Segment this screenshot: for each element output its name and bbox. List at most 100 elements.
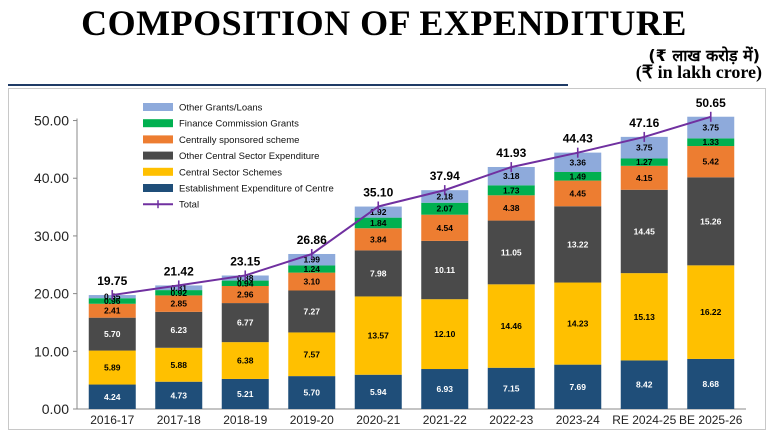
bar-segment-finance-commission-grants (620, 158, 668, 166)
bar-segment-other-grants-loans (687, 116, 735, 139)
bar-segment-finance-commission-grants (221, 280, 269, 286)
segment-label: 1.84 (370, 218, 387, 228)
bar-segment-finance-commission-grants (88, 298, 136, 304)
bar-segment-other-central-sector-expenditure (354, 250, 402, 297)
bar-segment-other-central-sector-expenditure (288, 290, 336, 333)
legend-label: Other Central Sector Expenditure (179, 151, 319, 162)
legend-label: Finance Commission Grants (179, 119, 299, 130)
segment-label: 2.41 (104, 306, 121, 316)
segment-label: 7.15 (503, 383, 520, 393)
segment-label: 3.84 (370, 234, 387, 244)
legend-swatch (143, 103, 173, 111)
segment-label: 15.26 (700, 216, 722, 226)
segment-label: 1.99 (303, 255, 320, 265)
segment-label: 2.96 (237, 290, 254, 300)
bar-segment-finance-commission-grants (421, 202, 469, 215)
bar-segment-establishment-expenditure-of-centre (554, 364, 602, 409)
bar-segment-finance-commission-grants (687, 138, 735, 147)
legend-swatch (143, 135, 173, 144)
x-tick-label: BE 2025-26 (679, 413, 743, 427)
segment-label: 1.27 (636, 157, 653, 167)
bar-segment-central-sector-schemes (354, 296, 402, 375)
segment-label: 11.05 (501, 247, 522, 257)
total-value-label: 26.86 (297, 233, 327, 247)
chart-legend: Other Grants/Loans Finance Commission Gra… (143, 103, 334, 211)
total-value-label: 21.42 (164, 264, 194, 278)
x-tick-label: 2023-24 (556, 413, 600, 427)
segment-label: 14.23 (567, 319, 589, 329)
segment-label: 13.22 (567, 239, 589, 249)
bar-segment-centrally-sponsored-scheme (288, 272, 336, 291)
bar-segment-other-central-sector-expenditure (554, 206, 602, 283)
segment-label: 5.94 (370, 387, 387, 397)
unit-note-hindi: (₹ लाख करोड़ में) (648, 46, 760, 65)
segment-label: 6.23 (170, 325, 187, 335)
total-value-label: 19.75 (97, 274, 127, 288)
total-line-group: 19.75 21.42 23.15 26.86 35.10 37.94 41.93 44.43… (97, 96, 726, 301)
y-tick-label: 0.00 (42, 401, 69, 417)
legend-label: Other Grants/Loans (179, 103, 263, 114)
x-tick-label: 2017-18 (157, 413, 201, 427)
y-tick-label: 50.00 (34, 113, 69, 129)
bar-segment-centrally-sponsored-scheme (354, 228, 402, 251)
segment-label: 2.18 (436, 191, 453, 201)
segment-label: 8.42 (636, 380, 653, 390)
bar-segment-centrally-sponsored-scheme (554, 180, 602, 207)
bar-segment-other-central-sector-expenditure (155, 311, 203, 348)
x-tick-label: RE 2024-25 (612, 413, 676, 427)
stacked-bar-chart: 0.00 10.00 20.00 30.00 40.00 50.00 2016-17 2017… (34, 96, 746, 427)
segment-labels: 4.245.895.702.410.960.554.735.886.232.85… (104, 123, 722, 402)
segment-label: 7.27 (303, 306, 320, 316)
bar-segment-other-central-sector-expenditure (88, 317, 136, 351)
bar-segment-central-sector-schemes (554, 282, 602, 365)
segment-label: 14.46 (501, 321, 523, 331)
bar-segment-finance-commission-grants (554, 172, 602, 181)
bar-segment-establishment-expenditure-of-centre (687, 358, 735, 409)
segment-label: 2.07 (436, 204, 453, 214)
bar-segment-other-grants-loans (354, 206, 402, 218)
bar-segment-other-central-sector-expenditure (421, 240, 469, 300)
bar-segment-establishment-expenditure-of-centre (620, 360, 668, 409)
total-line (112, 115, 712, 297)
segment-label: 3.10 (303, 277, 320, 287)
legend-item-other-central-sector-expenditure: Other Central Sector Expenditure (143, 151, 319, 162)
segment-label: 4.15 (636, 173, 653, 183)
legend-label: Centrally sponsored scheme (179, 135, 299, 146)
segment-label: 10.11 (434, 265, 455, 275)
bar-segment-central-sector-schemes (155, 347, 203, 382)
bar-segment-centrally-sponsored-scheme (221, 286, 269, 304)
bar-segment-centrally-sponsored-scheme (421, 214, 469, 241)
bar-segment-establishment-expenditure-of-centre (354, 374, 402, 409)
segment-label: 4.38 (503, 203, 520, 213)
segment-label: 6.77 (237, 318, 254, 328)
bar-segment-central-sector-schemes (421, 299, 469, 370)
segment-label: 16.22 (700, 307, 722, 317)
legend-swatch (143, 151, 173, 160)
legend-swatch (143, 184, 173, 192)
legend-item-finance-commission-grants: Finance Commission Grants (143, 119, 299, 130)
bar-segment-establishment-expenditure-of-centre (221, 378, 269, 409)
total-value-label: 37.94 (430, 169, 460, 183)
segment-label: 7.57 (303, 349, 320, 359)
segment-label: 13.57 (368, 331, 390, 341)
x-tick-label: 2019-20 (290, 413, 334, 427)
total-value-label: 23.15 (230, 254, 260, 268)
segment-label: 5.89 (104, 363, 121, 373)
bar-segment-finance-commission-grants (487, 185, 535, 196)
segment-label: 2.85 (170, 299, 187, 309)
bar-segment-centrally-sponsored-scheme (155, 295, 203, 312)
total-value-label: 44.43 (563, 132, 593, 146)
segment-label: 4.73 (170, 390, 187, 400)
x-tick-label: 2018-19 (223, 413, 267, 427)
segment-label: 0.92 (170, 288, 187, 298)
segment-label: 1.73 (503, 185, 520, 195)
bar-segment-central-sector-schemes (88, 350, 136, 385)
segment-label: 3.75 (636, 143, 653, 153)
segment-label: 5.70 (303, 388, 320, 398)
legend-item-total: Total (143, 200, 199, 211)
bar-segment-other-grants-loans (288, 253, 336, 266)
segment-label: 5.70 (104, 329, 121, 339)
segment-label: 7.69 (569, 382, 586, 392)
segment-label: 8.68 (702, 379, 719, 389)
segment-label: 3.36 (569, 157, 586, 167)
